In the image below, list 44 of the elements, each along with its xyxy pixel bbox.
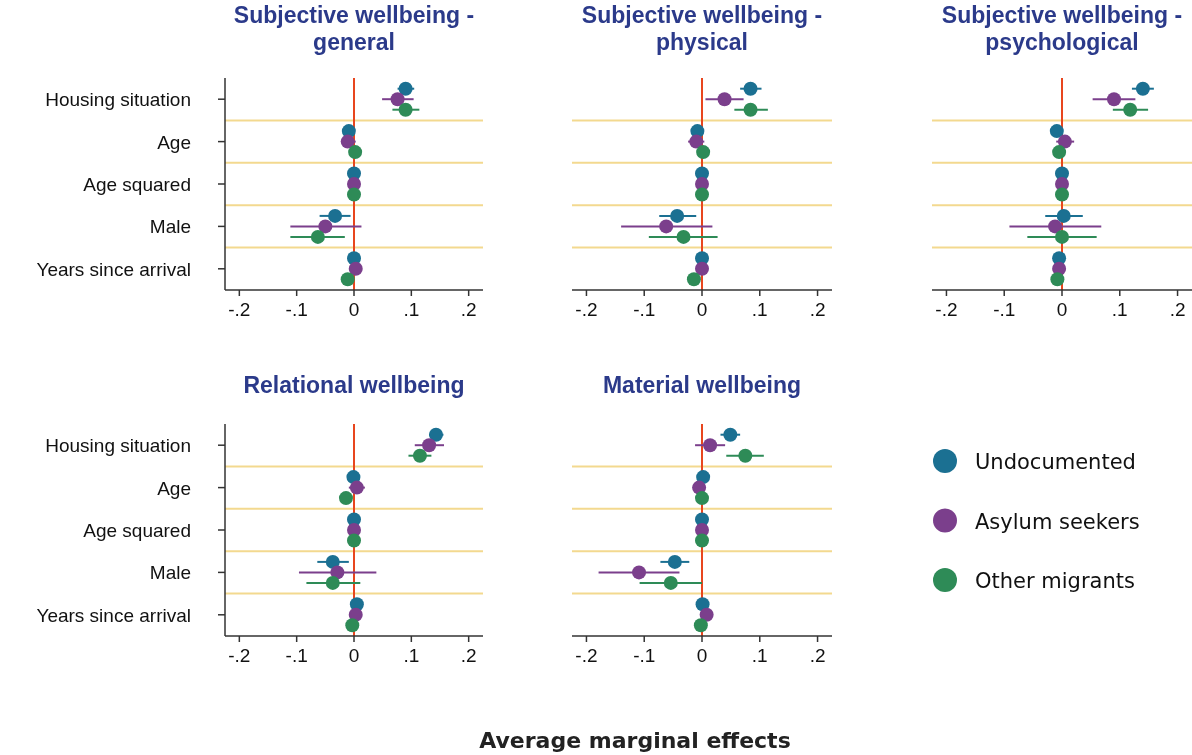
y-tick-label: Years since arrival (36, 258, 191, 280)
x-tick-label: -.2 (228, 299, 251, 320)
x-tick-label: 0 (348, 645, 360, 666)
y-tick-label: Housing situation (45, 435, 191, 457)
x-tick-label: 0 (1056, 299, 1068, 320)
x-tick-label: .2 (460, 645, 477, 666)
chart-title: Subjective wellbeing - psychological (941, 2, 1183, 55)
x-tick-label: -.1 (633, 299, 656, 320)
x-tick-label: .1 (1111, 299, 1128, 320)
x-tick-label: .2 (460, 299, 477, 320)
chart-title: Relational wellbeing (243, 372, 465, 398)
x-tick-label: -.2 (228, 645, 251, 666)
y-tick-label: Male (149, 562, 191, 584)
x-tick-label: -.2 (575, 645, 598, 666)
y-tick-label: Male (149, 216, 191, 238)
x-tick-label: 0 (348, 299, 360, 320)
y-tick-label: Age squared (83, 174, 191, 195)
x-tick-label: -.1 (285, 299, 308, 320)
y-tick-label: Years since arrival (36, 604, 191, 626)
chart-title: Material wellbeing (602, 372, 802, 398)
x-tick-label: -.2 (935, 299, 958, 320)
x-axis-title: Average marginal effects (479, 728, 791, 753)
y-tick-label: Housing situation (45, 89, 191, 111)
x-tick-label: .1 (751, 645, 768, 666)
x-tick-label: .2 (809, 645, 826, 666)
y-tick-label: Age squared (83, 520, 191, 541)
x-tick-label: .2 (1169, 299, 1186, 320)
x-tick-label: 0 (696, 645, 708, 666)
y-tick-label: Age (157, 477, 191, 499)
x-tick-label: -.1 (993, 299, 1016, 320)
x-tick-label: .1 (751, 299, 768, 320)
chart-title: Subjective wellbeing - general (233, 2, 475, 55)
x-tick-label: -.1 (633, 645, 656, 666)
x-tick-label: .2 (809, 299, 826, 320)
x-tick-label: -.2 (575, 299, 598, 320)
y-tick-label: Age (157, 131, 191, 153)
legend-label: Asylum seekers (975, 509, 1140, 534)
chart-title: Subjective wellbeing - physical (581, 2, 823, 55)
legend-label: Other migrants (975, 569, 1135, 593)
x-tick-label: -.1 (285, 645, 308, 666)
x-tick-label: .1 (403, 645, 420, 666)
x-tick-label: .1 (403, 299, 420, 320)
legend-label: Undocumented (975, 450, 1136, 474)
x-tick-label: 0 (696, 299, 708, 320)
